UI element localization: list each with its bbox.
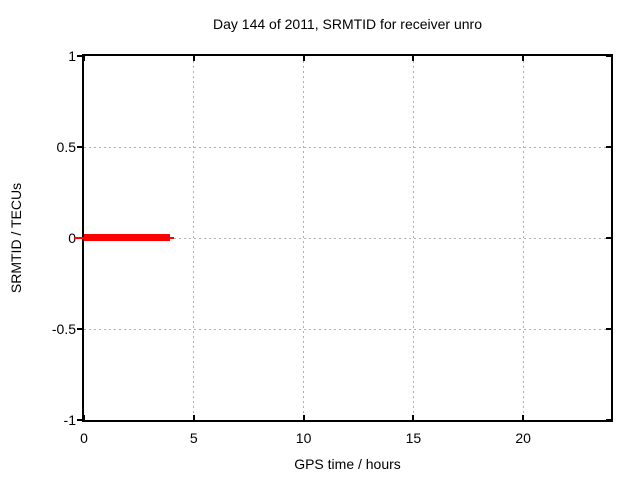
x-tick-label: 15 [405, 430, 422, 446]
y-tick-label: -0.5 [51, 321, 76, 337]
y-tick-left [77, 328, 82, 330]
y-tick-left [77, 146, 82, 148]
gridline-y-0.5 [84, 146, 611, 148]
y-tick-label: -1 [63, 412, 76, 428]
x-tick-label: 0 [80, 430, 88, 446]
x-tick-bottom [302, 415, 305, 420]
x-axis-label: GPS time / hours [294, 456, 401, 472]
y-tick-left [77, 55, 82, 57]
chart-title: Day 144 of 2011, SRMTID for receiver unr… [213, 16, 482, 32]
plot-area: 0 5 10 15 20 -1 -0.5 0 0.5 1 [52, 48, 613, 446]
x-tick-bottom [83, 415, 85, 420]
y-tick-left [77, 419, 82, 421]
x-tick-label: 10 [295, 430, 312, 446]
gridline-y-0 [84, 237, 611, 239]
x-tick-label: 5 [189, 430, 198, 446]
x-tick-top [302, 56, 305, 61]
y-tick-right [606, 55, 611, 57]
x-tick-label: 20 [515, 430, 531, 446]
x-tick-bottom [412, 415, 415, 420]
x-tick-top [412, 56, 415, 61]
series-srmtid-bar [84, 234, 171, 241]
gridline-y--0.5 [84, 328, 611, 330]
y-tick-right [606, 419, 611, 421]
x-tick-bottom [192, 415, 195, 420]
y-tick-label: 0.5 [56, 139, 76, 155]
y-tick-label: 1 [68, 48, 76, 64]
y-tick-right [606, 237, 611, 239]
y-tick-right [606, 146, 611, 148]
x-tick-top [192, 56, 195, 61]
x-tick-bottom [522, 415, 525, 420]
x-tick-top [522, 56, 525, 61]
y-tick-right [606, 328, 611, 330]
y-tick-label: 0 [68, 230, 76, 246]
x-tick-top [83, 56, 85, 61]
